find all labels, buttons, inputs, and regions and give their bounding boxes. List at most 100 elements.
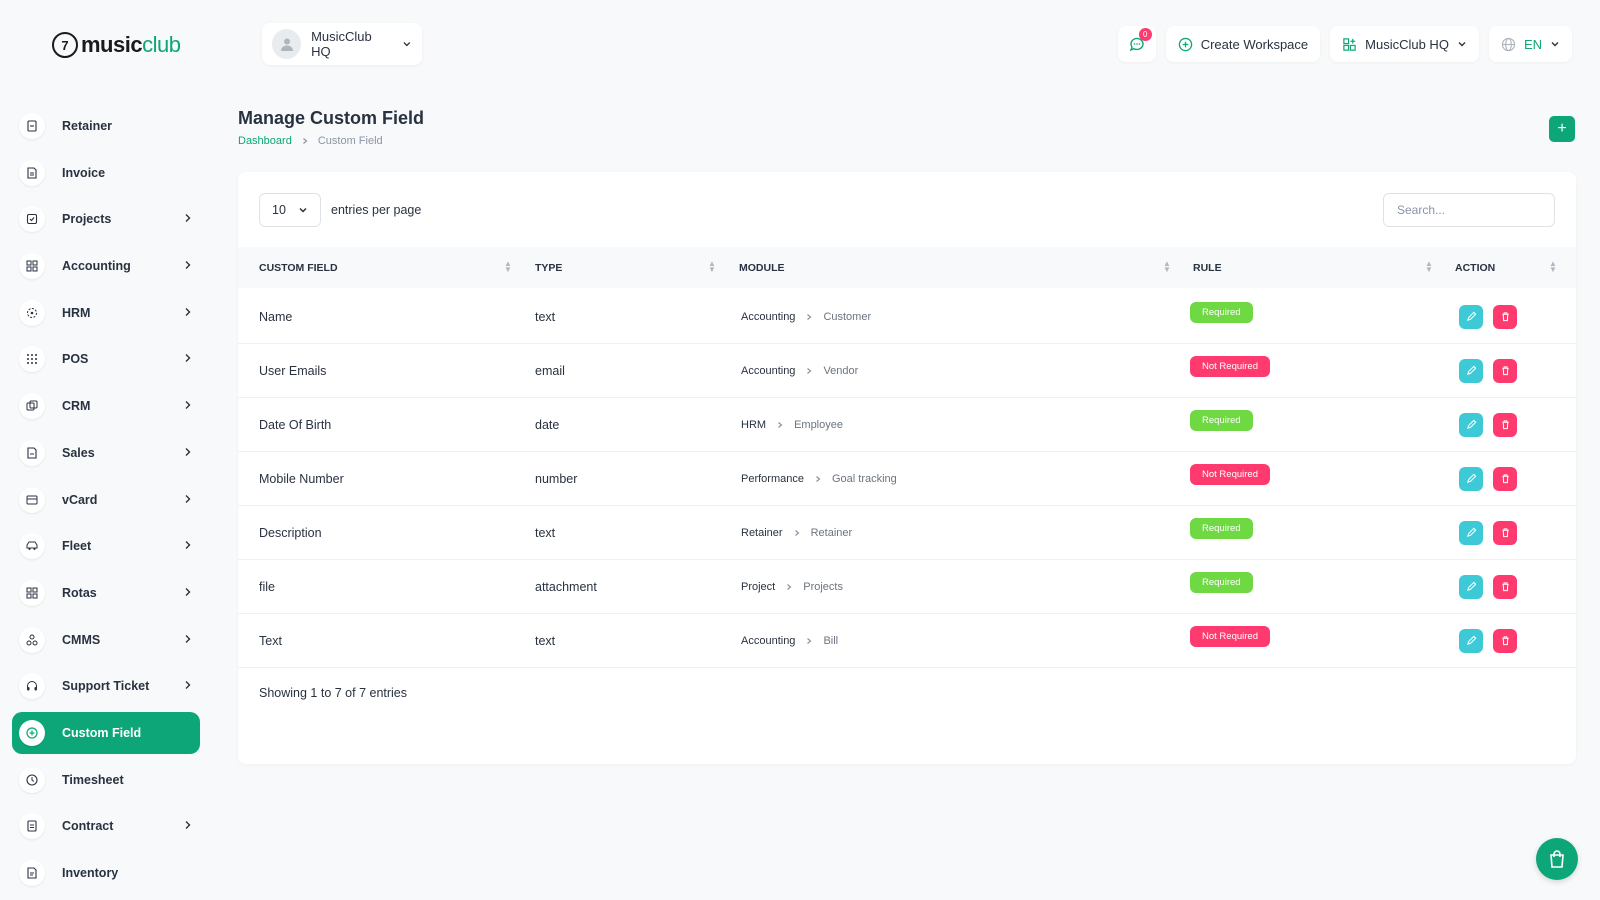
sidebar-item-invoice[interactable]: Invoice [12, 152, 200, 194]
submodule-name: Projects [803, 580, 843, 593]
edit-button[interactable] [1459, 358, 1483, 383]
trash-icon [1501, 366, 1509, 376]
plus-circle-icon [1178, 37, 1192, 51]
chevron-down-icon [299, 207, 307, 213]
timesheet-icon [19, 766, 45, 793]
column-type[interactable]: TYPE [535, 261, 563, 274]
edit-button[interactable] [1459, 304, 1483, 329]
per-page-value: 10 [272, 203, 286, 217]
delete-button[interactable] [1493, 520, 1517, 545]
language-menu[interactable]: EN [1488, 26, 1572, 62]
column-module[interactable]: MODULE [739, 261, 785, 274]
globe-icon [1501, 37, 1516, 51]
logo-mark: 7 [52, 32, 78, 58]
edit-button[interactable] [1459, 466, 1483, 491]
edit-button[interactable] [1459, 628, 1483, 653]
column-custom-field[interactable]: CUSTOM FIELD [259, 261, 338, 274]
sidebar-item-vcard[interactable]: vCard [12, 479, 200, 521]
sort-icon[interactable]: ▲ ▼ [1163, 259, 1171, 274]
sidebar-item-label: CRM [62, 399, 91, 414]
sidebar-item-label: Support Ticket [62, 679, 150, 694]
support-icon [19, 673, 45, 700]
cell-type: text [535, 309, 556, 324]
edit-button[interactable] [1459, 574, 1483, 599]
chevron-right-icon [184, 352, 192, 366]
per-page-select[interactable]: 10 [259, 193, 321, 227]
breadcrumb-dashboard[interactable]: Dashboard [238, 135, 292, 147]
pos-icon [19, 346, 45, 373]
delete-button[interactable] [1493, 574, 1517, 599]
submodule-name: Retainer [810, 526, 853, 539]
delete-button[interactable] [1493, 358, 1517, 383]
sidebar-item-rotas[interactable]: Rotas [12, 572, 200, 614]
table-row: Text text Accounting Bill Not Required [238, 613, 1576, 668]
edit-button[interactable] [1459, 412, 1483, 437]
create-workspace-button[interactable]: Create Workspace [1165, 26, 1321, 62]
sort-icon[interactable]: ▲ ▼ [708, 259, 716, 274]
edit-button[interactable] [1459, 520, 1483, 545]
sidebar-item-hrm[interactable]: HRM [12, 292, 200, 334]
retainer-icon [19, 113, 45, 139]
sidebar-item-accounting[interactable]: Accounting [12, 245, 200, 287]
sidebar-item-label: POS [62, 352, 89, 367]
chevron-right-icon [184, 399, 192, 413]
chevron-right-icon [184, 586, 192, 600]
trash-icon [1501, 636, 1509, 646]
delete-button[interactable] [1493, 412, 1517, 437]
cell-custom-field: Text [259, 633, 282, 648]
sales-icon [19, 439, 45, 466]
table-info: Showing 1 to 7 of 7 entries [259, 686, 408, 700]
delete-button[interactable] [1493, 628, 1517, 653]
sidebar-item-retainer[interactable]: Retainer [12, 105, 200, 147]
cell-custom-field: Description [259, 525, 322, 540]
sidebar-item-label: Custom Field [62, 725, 142, 740]
delete-button[interactable] [1493, 304, 1517, 329]
cart-button[interactable] [1536, 838, 1578, 880]
cell-rule: Required [1190, 397, 1253, 452]
cell-rule: Not Required [1190, 613, 1270, 668]
header-actions: 0 Create Workspace MusicClub HQ EN [1117, 26, 1572, 62]
chevron-right-icon [807, 313, 812, 320]
workspace-switch[interactable]: MusicClub HQ [262, 23, 422, 65]
pencil-icon [1466, 419, 1476, 430]
column-rule[interactable]: RULE [1193, 261, 1222, 274]
sort-icon[interactable]: ▲ ▼ [1425, 259, 1433, 274]
sidebar-item-inventory[interactable]: Inventory [12, 852, 200, 894]
messages-button[interactable]: 0 [1117, 26, 1156, 62]
pencil-icon [1466, 635, 1476, 646]
sidebar-item-support-ticket[interactable]: Support Ticket [12, 665, 200, 707]
search-input[interactable] [1383, 193, 1555, 227]
cell-custom-field: Name [259, 309, 293, 324]
column-action[interactable]: ACTION [1455, 261, 1496, 274]
sidebar-item-label: Accounting [62, 259, 131, 274]
submodule-name: Goal tracking [831, 472, 897, 485]
sidebar-item-custom-field[interactable]: Custom Field [12, 711, 200, 754]
sidebar-item-crm[interactable]: CRM [12, 385, 200, 427]
cell-action [1459, 289, 1517, 344]
sort-icon[interactable]: ▲ ▼ [504, 259, 512, 274]
sidebar-item-contract[interactable]: Contract [12, 805, 200, 847]
page-title: Manage Custom Field [238, 108, 425, 128]
cell-type: date [535, 417, 560, 432]
workspace-menu[interactable]: MusicClub HQ [1330, 26, 1479, 62]
sidebar-item-cmms[interactable]: CMMS [12, 619, 200, 661]
trash-icon [1501, 420, 1509, 430]
sidebar-item-timesheet[interactable]: Timesheet [12, 759, 200, 801]
chat-icon [1129, 37, 1144, 52]
status-badge: Not Required [1190, 356, 1270, 377]
sort-icon[interactable]: ▲ ▼ [1549, 259, 1557, 274]
status-badge: Required [1190, 518, 1253, 539]
sidebar-item-pos[interactable]: POS [12, 338, 200, 380]
submodule-name: Employee [794, 418, 843, 431]
cell-action [1459, 451, 1517, 506]
sidebar-item-label: vCard [62, 492, 98, 507]
sidebar-item-projects[interactable]: Projects [12, 198, 200, 240]
sidebar-item-sales[interactable]: Sales [12, 432, 200, 474]
brand-logo[interactable]: 7 musicclub [52, 32, 181, 58]
chevron-right-icon [184, 306, 192, 320]
add-custom-field-button[interactable]: + [1549, 116, 1575, 142]
delete-button[interactable] [1493, 466, 1517, 491]
module-name: Accounting [741, 310, 796, 323]
sidebar-item-fleet[interactable]: Fleet [12, 525, 200, 567]
module-name: Accounting [741, 364, 796, 377]
